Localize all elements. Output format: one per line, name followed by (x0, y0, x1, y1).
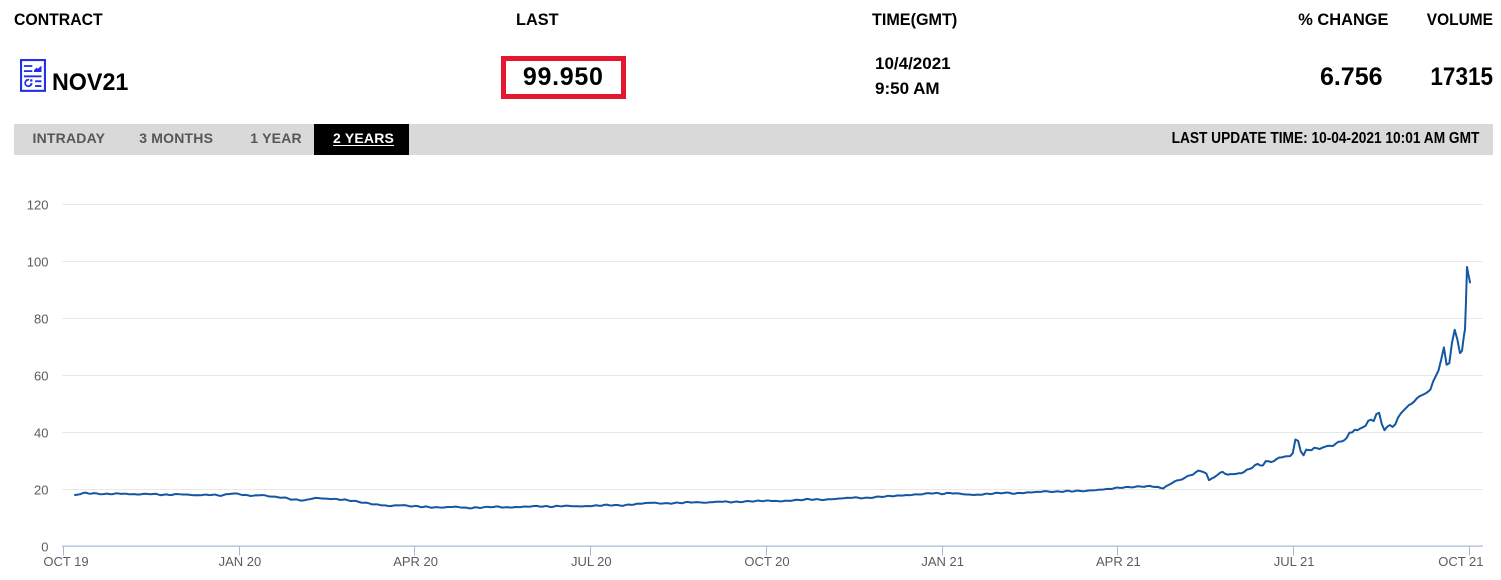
svg-text:40: 40 (34, 426, 48, 441)
svg-text:JAN 20: JAN 20 (219, 554, 262, 569)
svg-text:OCT 20: OCT 20 (744, 554, 789, 569)
svg-text:60: 60 (34, 369, 48, 384)
svg-text:JAN 21: JAN 21 (921, 554, 964, 569)
svg-text:0: 0 (41, 540, 48, 555)
svg-text:80: 80 (34, 312, 48, 327)
svg-text:100: 100 (27, 255, 49, 270)
svg-text:OCT 21: OCT 21 (1438, 554, 1483, 569)
svg-text:20: 20 (34, 483, 48, 498)
svg-text:JUL 20: JUL 20 (571, 554, 612, 569)
svg-text:JUL 21: JUL 21 (1274, 554, 1315, 569)
svg-text:120: 120 (27, 198, 49, 213)
svg-text:APR 21: APR 21 (1096, 554, 1141, 569)
svg-text:APR 20: APR 20 (393, 554, 438, 569)
svg-text:OCT 19: OCT 19 (43, 554, 88, 569)
